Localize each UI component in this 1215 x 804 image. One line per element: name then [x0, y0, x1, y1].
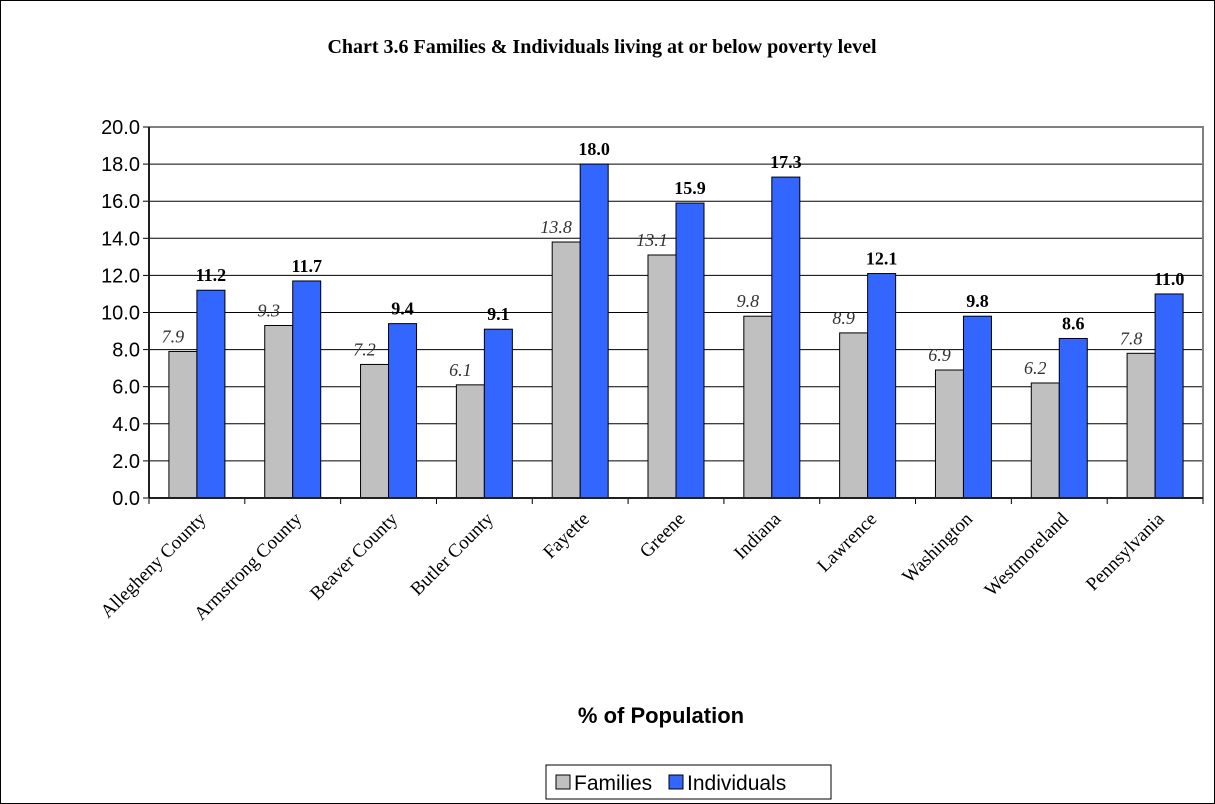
data-label-individuals: 8.6: [1062, 313, 1085, 333]
bar-families: [934, 369, 964, 499]
data-label-individuals: 11.7: [291, 256, 322, 276]
data-label-individuals: 9.1: [487, 304, 510, 324]
y-tick-label: 4.0: [112, 414, 140, 436]
bar-individuals: [292, 280, 322, 499]
y-tick-label: 14.0: [101, 228, 140, 250]
x-axis-label: % of Population: [578, 703, 744, 728]
bar-individuals: [483, 328, 513, 499]
x-tick-label: Fayette: [539, 509, 593, 563]
bar-individuals: [867, 273, 897, 499]
data-label-families: 7.8: [1120, 328, 1143, 348]
legend-box: [545, 764, 832, 800]
bar-individuals: [675, 202, 705, 499]
x-tick-label: Washington: [898, 508, 977, 587]
data-label-families: 8.9: [832, 308, 855, 328]
bar-families: [1126, 352, 1156, 499]
data-label-families: 6.1: [449, 360, 472, 380]
bar-families: [551, 241, 581, 499]
bar-families: [360, 363, 390, 499]
data-label-families: 13.1: [636, 230, 668, 250]
bar-individuals: [388, 323, 418, 499]
legend-label-individuals: Individuals: [687, 772, 786, 795]
bar-families: [264, 324, 294, 499]
bar-individuals: [1154, 293, 1184, 499]
bar-families: [743, 315, 773, 499]
legend-label-families: Families: [574, 772, 652, 795]
data-label-individuals: 18.0: [578, 139, 610, 159]
data-label-families: 7.2: [353, 339, 376, 359]
bar-individuals: [579, 163, 609, 499]
bar-families: [839, 332, 869, 499]
x-tick-label: Westmoreland: [981, 508, 1073, 600]
data-label-individuals: 15.9: [674, 178, 706, 198]
x-tick-label: Lawrence: [813, 509, 881, 577]
data-label-individuals: 9.4: [391, 299, 414, 319]
y-tick-label: 0.0: [112, 488, 140, 510]
bar-individuals: [196, 289, 226, 499]
bar-families: [168, 350, 198, 499]
data-label-families: 6.2: [1024, 358, 1047, 378]
y-tick-label: 18.0: [101, 154, 140, 176]
y-tick-label: 8.0: [112, 340, 140, 362]
x-tick-label: Beaver County: [306, 508, 402, 604]
data-label-individuals: 17.3: [770, 152, 802, 172]
y-tick-label: 2.0: [112, 451, 140, 473]
data-label-families: 13.8: [540, 217, 572, 237]
y-tick-label: 6.0: [112, 377, 140, 399]
bar-individuals: [962, 315, 992, 499]
x-tick-label: Indiana: [730, 508, 786, 564]
bar-families: [1030, 382, 1060, 499]
data-label-individuals: 12.1: [866, 249, 898, 269]
legend-swatch-individuals: [668, 774, 684, 790]
y-tick-label: 16.0: [101, 191, 140, 213]
plot-area: 0.0 2.0 4.0 6.0 8.0 10.0 12.0 14.0 16.0 18.0 20.0 7…: [97, 117, 1204, 625]
data-label-families: 9.8: [737, 291, 760, 311]
bar-families: [647, 254, 677, 499]
data-label-individuals: 11.2: [196, 265, 227, 285]
data-label-individuals: 11.0: [1154, 269, 1185, 289]
bar-individuals: [1058, 337, 1088, 499]
x-tick-label: Pennsylvania: [1082, 508, 1169, 595]
y-tick-label: 10.0: [101, 303, 140, 325]
data-label-individuals: 9.8: [966, 291, 989, 311]
data-label-families: 6.9: [928, 345, 951, 365]
bar-individuals: [771, 176, 801, 499]
x-tick-label: Greene: [636, 509, 690, 563]
legend-swatch-families: [555, 774, 571, 790]
data-label-families: 7.9: [162, 326, 185, 346]
legend: Families Individuals: [545, 764, 832, 800]
y-tick-label: 12.0: [101, 265, 140, 287]
chart-title: Chart 3.6 Families & Individuals living …: [327, 36, 877, 58]
x-tick-label: Butler County: [407, 508, 499, 600]
data-label-families: 9.3: [257, 300, 280, 320]
bar-families: [455, 384, 485, 499]
y-tick-label: 20.0: [101, 117, 140, 139]
